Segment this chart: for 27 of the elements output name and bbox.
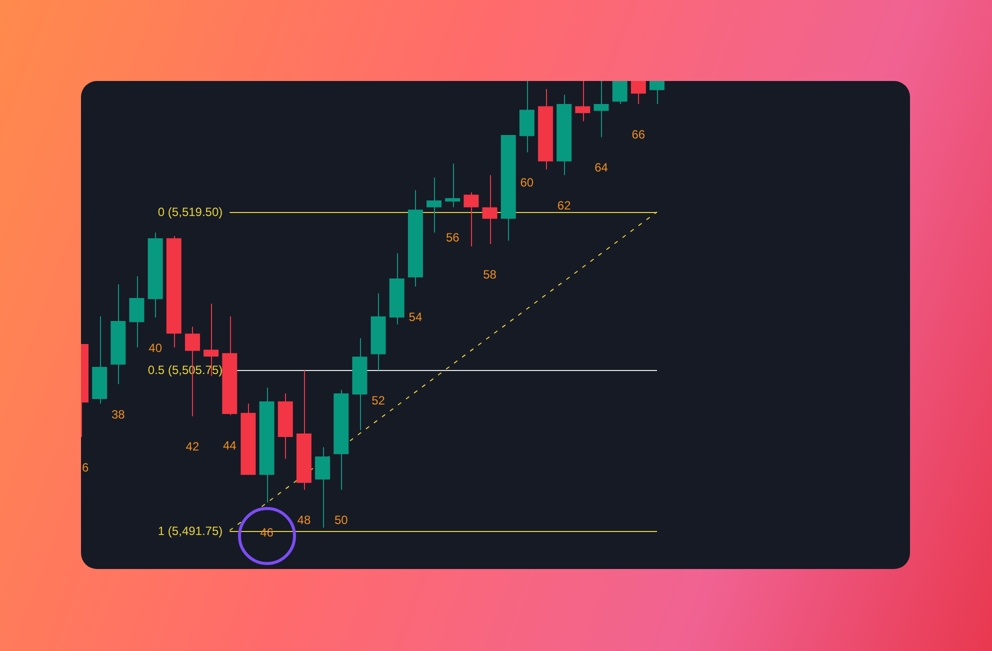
candlestick — [650, 81, 664, 104]
text: 38 — [111, 407, 125, 422]
text: 58 — [483, 267, 496, 282]
text: 66 — [632, 127, 646, 142]
text: 48 — [297, 513, 311, 528]
text: 62 — [557, 198, 571, 212]
text: 40 — [148, 340, 162, 355]
candlestick — [630, 81, 646, 104]
candlestick — [445, 163, 460, 208]
candlestick — [315, 446, 330, 528]
ref-line-label: 1 (5,491.75) — [158, 524, 223, 538]
candlestick — [594, 81, 609, 138]
ref-line-label: 0 (5,519.50) — [158, 204, 223, 219]
candlestick — [482, 174, 498, 245]
candlestick — [575, 81, 590, 122]
text: 42 — [186, 440, 200, 454]
text: 50 — [334, 513, 348, 528]
candlestick — [426, 176, 442, 234]
text: 54 — [408, 310, 422, 324]
candlestick — [612, 81, 628, 104]
candlestick — [464, 192, 479, 247]
text: 52 — [372, 394, 385, 408]
text: 6 — [82, 460, 89, 474]
text: 60 — [520, 176, 534, 190]
text: 64 — [594, 160, 608, 175]
text: 44 — [222, 438, 236, 452]
text: 56 — [446, 230, 460, 245]
